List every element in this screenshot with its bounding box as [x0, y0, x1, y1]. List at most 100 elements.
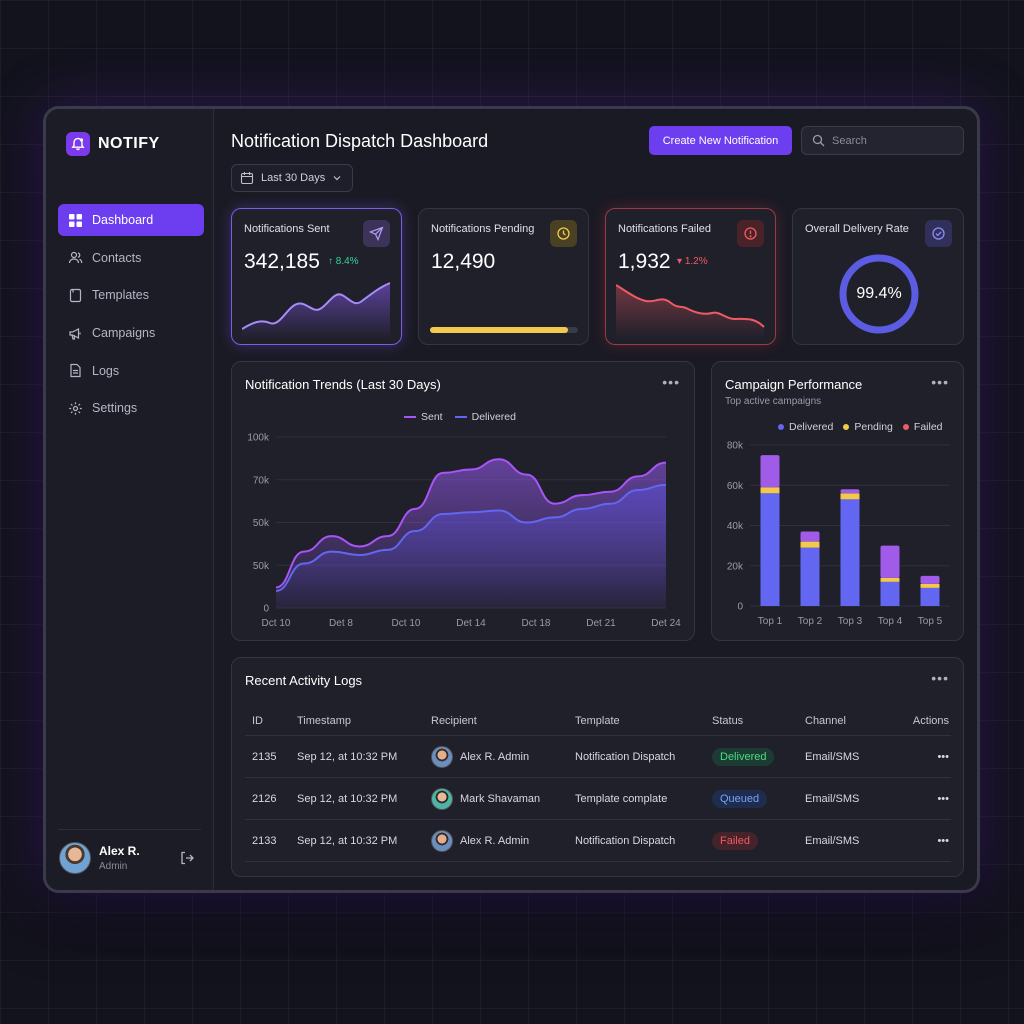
table-row[interactable]: 2126 Sep 12, at 10:32 PM Mark Shavaman T…	[245, 778, 951, 820]
bar-pending	[920, 583, 940, 588]
cell-id: 2135	[252, 750, 277, 763]
legend-item-delivered: Delivered	[454, 411, 516, 423]
y-tick-label: 0	[263, 604, 269, 615]
more-options-icon[interactable]: •••	[662, 374, 680, 390]
activity-logs-table: ID Timestamp Recipient Template Status C…	[245, 706, 951, 862]
sidebar-item-label: Campaigns	[92, 326, 156, 341]
y-tick-label: 80k	[727, 441, 744, 452]
trend-up-arrow-icon: ↑	[328, 256, 333, 267]
trends-chart-panel: Notification Trends (Last 30 Days) ••• S…	[231, 361, 695, 641]
row-actions-icon[interactable]: •••	[937, 792, 949, 805]
column-header: Status	[712, 714, 744, 727]
series-area-delivered	[276, 484, 666, 608]
sidebar-item-contacts[interactable]: Contacts	[58, 242, 204, 274]
legend-label: Sent	[421, 411, 443, 423]
logout-icon[interactable]	[179, 850, 195, 866]
date-range-select[interactable]: Last 30 Days	[231, 164, 353, 192]
more-options-icon[interactable]: •••	[931, 374, 949, 390]
sidebar-item-templates[interactable]: Templates	[58, 279, 204, 311]
bar-failed	[800, 531, 820, 542]
bar-delivered	[920, 587, 940, 606]
x-tick-label: Det 8	[329, 618, 353, 629]
recipient-name: Alex R. Admin	[460, 750, 530, 763]
column-header: Channel	[805, 714, 846, 727]
x-tick-label: Dct 10	[392, 618, 421, 629]
kpi-value: 1,932	[618, 250, 671, 273]
y-tick-label: 50k	[253, 561, 270, 572]
legend-item-pending: Pending	[843, 421, 893, 433]
series-line-sent	[275, 458, 667, 589]
x-tick-label: Det 14	[456, 618, 486, 629]
user-role: Admin	[99, 861, 128, 872]
legend-label: Failed	[913, 421, 943, 433]
create-notification-button[interactable]: Create New Notification	[649, 126, 792, 155]
cell-template: Notification Dispatch	[575, 750, 676, 763]
recipient-name: Mark Shavaman	[460, 792, 541, 805]
send-icon	[363, 220, 390, 247]
cell-channel: Email/SMS	[805, 792, 860, 805]
bar-failed	[920, 575, 940, 584]
activity-logs-title: Recent Activity Logs	[245, 673, 363, 688]
row-actions-icon[interactable]: •••	[937, 834, 949, 847]
trends-chart-title: Notification Trends (Last 30 Days)	[245, 377, 441, 392]
cell-status: Delivered	[712, 747, 805, 766]
kpi-trend-value: 8.4%	[335, 256, 359, 267]
kpi-card-failed: Notifications Failed 1,932 ▾ 1.2%	[605, 208, 776, 345]
user-profile[interactable]: Alex R. Admin	[59, 842, 199, 874]
avatar	[431, 745, 453, 768]
kpi-trend-value: 1.2%	[684, 256, 708, 267]
sidebar-item-label: Contacts	[92, 250, 142, 265]
search-icon	[812, 134, 825, 147]
kpi-card-sent: Notifications Sent 342,185 ↑ 8.4%	[231, 208, 402, 345]
sidebar-item-settings[interactable]: Settings	[58, 392, 204, 424]
status-badge: Failed	[712, 831, 758, 850]
search-input[interactable]: Search	[832, 134, 867, 147]
kpi-card-pending: Notifications Pending 12,490	[418, 208, 589, 345]
y-tick-label: 40k	[727, 521, 744, 532]
cell-timestamp: Sep 12, at 10:32 PM	[297, 834, 398, 847]
search-box[interactable]: Search	[801, 126, 964, 155]
legend-label: Pending	[854, 421, 893, 433]
chevron-down-icon	[333, 176, 341, 181]
trends-area-chart: 0 50k 50k 70k 100k Dct 10 Det 8 Dct 10 Det 14 Dct…	[247, 433, 681, 630]
x-tick-label: Det 24	[651, 618, 681, 629]
sidebar-item-dashboard[interactable]: Dashboard	[58, 204, 204, 236]
x-tick-label: Dct 10	[262, 618, 291, 629]
gear-icon	[69, 402, 82, 415]
document-icon	[70, 364, 81, 378]
sidebar-item-logs[interactable]: Logs	[58, 355, 204, 387]
trends-legend: Sent Delivered	[404, 411, 516, 423]
kpi-label: Notifications Pending	[431, 223, 535, 235]
cell-status: Queued	[712, 789, 805, 808]
kpi-label: Overall Delivery Rate	[805, 223, 909, 235]
column-header: Recipient	[431, 714, 477, 727]
brand-name: NOTIFY	[98, 135, 160, 152]
table-header: ID Timestamp Recipient Template Status C…	[245, 706, 951, 736]
sidebar-item-label: Dashboard	[92, 213, 154, 227]
sidebar-item-campaigns[interactable]: Campaigns	[58, 317, 204, 349]
bar-failed	[880, 545, 900, 578]
row-actions-icon[interactable]: •••	[937, 750, 949, 763]
kpi-trend-up: ↑ 8.4%	[328, 256, 359, 267]
sidebar-divider	[58, 829, 201, 830]
users-icon	[68, 252, 83, 264]
activity-logs-panel: Recent Activity Logs ••• ID Timestamp Re…	[231, 657, 964, 877]
megaphone-icon	[69, 327, 81, 340]
y-tick-label: 50k	[253, 518, 270, 529]
sidebar-nav: Dashboard Contacts Templates Campaigns L…	[58, 204, 204, 430]
series-line-delivered	[275, 483, 667, 592]
x-tick-label: Top 4	[878, 616, 903, 627]
legend-label: Delivered	[789, 421, 834, 433]
more-options-icon[interactable]: •••	[931, 670, 949, 686]
sent-sparkline	[242, 282, 391, 339]
table-row[interactable]: 2133 Sep 12, at 10:32 PM Alex R. Admin N…	[245, 820, 951, 862]
cell-timestamp: Sep 12, at 10:32 PM	[297, 792, 398, 805]
avatar	[59, 842, 91, 874]
cell-id: 2126	[252, 792, 277, 805]
file-icon	[69, 288, 82, 302]
avatar	[431, 829, 453, 852]
legend-item-failed: Failed	[902, 421, 943, 433]
x-tick-label: Top 1	[758, 616, 783, 627]
table-row[interactable]: 2135 Sep 12, at 10:32 PM Alex R. Admin N…	[245, 736, 951, 778]
bar-pending	[880, 577, 900, 582]
